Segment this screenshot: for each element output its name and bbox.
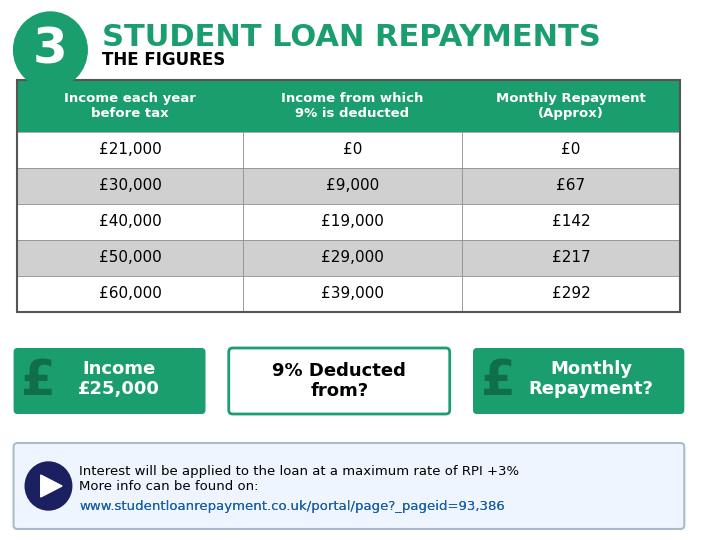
- Text: STUDENT LOAN REPAYMENTS: STUDENT LOAN REPAYMENTS: [102, 23, 600, 51]
- Text: £0: £0: [343, 143, 362, 158]
- FancyBboxPatch shape: [243, 168, 462, 204]
- Text: £19,000: £19,000: [321, 214, 384, 230]
- Polygon shape: [41, 475, 62, 497]
- FancyBboxPatch shape: [14, 443, 684, 529]
- FancyBboxPatch shape: [17, 168, 243, 204]
- FancyBboxPatch shape: [462, 204, 680, 240]
- FancyBboxPatch shape: [473, 348, 684, 414]
- Text: Monthly
Repayment?: Monthly Repayment?: [528, 360, 654, 399]
- Text: £21,000: £21,000: [99, 143, 161, 158]
- FancyBboxPatch shape: [243, 80, 462, 132]
- Text: THE FIGURES: THE FIGURES: [102, 51, 225, 69]
- Text: £9,000: £9,000: [325, 179, 379, 193]
- Text: £30,000: £30,000: [99, 179, 161, 193]
- Text: £60,000: £60,000: [99, 287, 161, 301]
- FancyBboxPatch shape: [243, 204, 462, 240]
- Circle shape: [25, 462, 72, 510]
- Text: £217: £217: [552, 251, 590, 266]
- FancyBboxPatch shape: [462, 80, 680, 132]
- Text: Income each year
before tax: Income each year before tax: [64, 92, 196, 120]
- Text: Income
£25,000: Income £25,000: [78, 360, 160, 399]
- FancyBboxPatch shape: [17, 132, 243, 168]
- FancyBboxPatch shape: [462, 168, 680, 204]
- Text: www.studentloanrepayment.co.uk/portal/page?_pageid=93,386: www.studentloanrepayment.co.uk/portal/pa…: [79, 500, 505, 513]
- FancyBboxPatch shape: [462, 276, 680, 312]
- FancyBboxPatch shape: [462, 240, 680, 276]
- Text: £39,000: £39,000: [320, 287, 384, 301]
- Text: £40,000: £40,000: [99, 214, 161, 230]
- FancyBboxPatch shape: [14, 348, 205, 414]
- Text: 3: 3: [33, 26, 68, 74]
- Text: www.studentloanrepayment.co.uk/portal/page?_pageid=93,386: www.studentloanrepayment.co.uk/portal/pa…: [79, 500, 505, 513]
- Text: £29,000: £29,000: [321, 251, 384, 266]
- FancyBboxPatch shape: [243, 132, 462, 168]
- FancyBboxPatch shape: [17, 276, 243, 312]
- Text: £: £: [22, 357, 56, 405]
- FancyBboxPatch shape: [17, 80, 243, 132]
- Text: Interest will be applied to the loan at a maximum rate of RPI +3%
More info can : Interest will be applied to the loan at …: [79, 465, 520, 493]
- FancyBboxPatch shape: [17, 240, 243, 276]
- FancyBboxPatch shape: [229, 348, 450, 414]
- Text: £142: £142: [552, 214, 590, 230]
- Text: £: £: [481, 357, 516, 405]
- Text: 9% Deducted
from?: 9% Deducted from?: [272, 362, 406, 400]
- FancyBboxPatch shape: [243, 240, 462, 276]
- Text: £67: £67: [557, 179, 585, 193]
- Circle shape: [14, 12, 87, 88]
- FancyBboxPatch shape: [462, 132, 680, 168]
- FancyBboxPatch shape: [243, 276, 462, 312]
- Text: £50,000: £50,000: [99, 251, 161, 266]
- Text: £0: £0: [562, 143, 581, 158]
- Text: £292: £292: [552, 287, 590, 301]
- Text: Monthly Repayment
(Approx): Monthly Repayment (Approx): [496, 92, 646, 120]
- FancyBboxPatch shape: [17, 204, 243, 240]
- Text: Income from which
9% is deducted: Income from which 9% is deducted: [281, 92, 423, 120]
